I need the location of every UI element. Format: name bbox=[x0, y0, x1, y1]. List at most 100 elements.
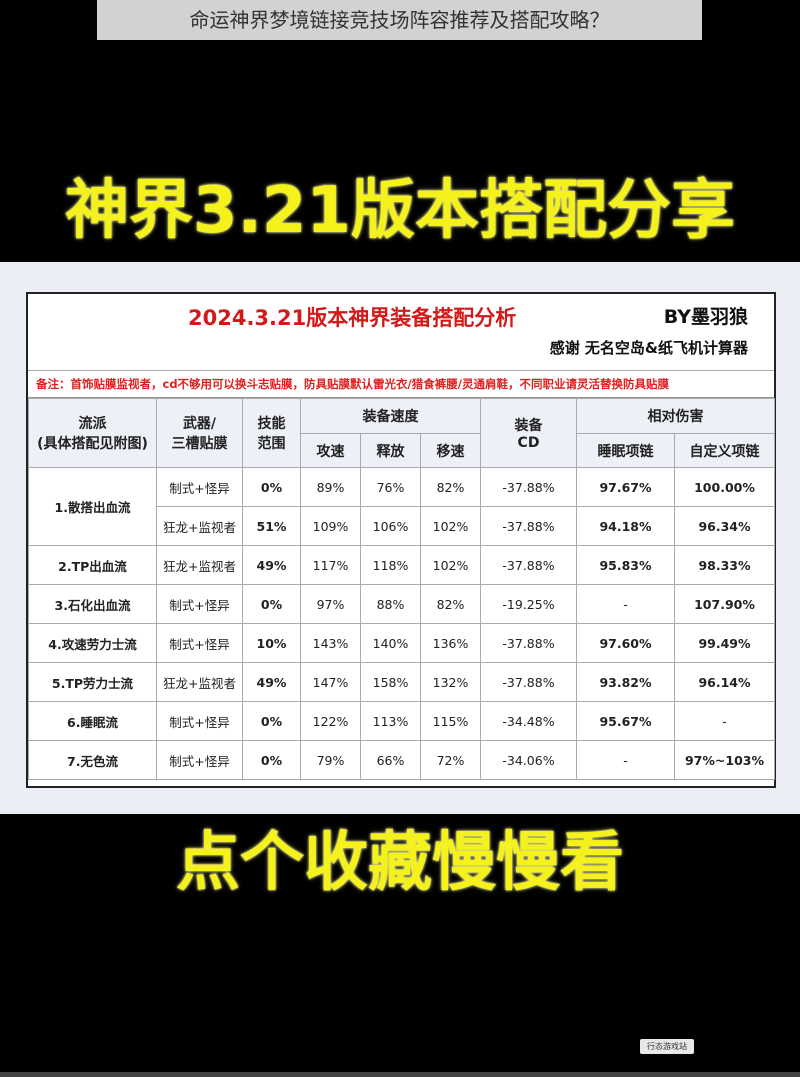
table-row: 5.TP劳力士流 狂龙+监视者 49% 147% 158% 132% -37.8… bbox=[28, 662, 775, 702]
cell-atk: 79% bbox=[300, 740, 361, 780]
cell-cast: 76% bbox=[360, 467, 421, 507]
cell-move: 136% bbox=[420, 623, 481, 663]
cell-custom: 100.00% bbox=[674, 467, 775, 507]
cell-cast: 140% bbox=[360, 623, 421, 663]
cell-atk: 122% bbox=[300, 701, 361, 741]
cell-move: 115% bbox=[420, 701, 481, 741]
cell-atk: 97% bbox=[300, 584, 361, 624]
cell-skill: 51% bbox=[242, 506, 301, 546]
cell-sleep: 94.18% bbox=[576, 506, 675, 546]
cell-weapon: 狂龙+监视者 bbox=[156, 506, 243, 546]
cell-skill: 0% bbox=[242, 467, 301, 507]
equipment-table: 流派 (具体搭配见附图) 武器/ 三槽贴膜 技能 范围 装备速度 装备 CD bbox=[28, 398, 775, 780]
header-damage-group: 相对伤害 bbox=[576, 398, 775, 434]
bottom-strip bbox=[0, 1072, 800, 1077]
cell-atk: 143% bbox=[300, 623, 361, 663]
image-caption: 命运神界梦境链接竞技场阵容推荐及搭配攻略？ bbox=[97, 0, 702, 40]
cell-custom: 97%~103% bbox=[674, 740, 775, 780]
cell-atk: 89% bbox=[300, 467, 361, 507]
cell-atk: 147% bbox=[300, 662, 361, 702]
headline-top: 神界3.21版本搭配分享 bbox=[65, 174, 735, 248]
cell-skill: 49% bbox=[242, 545, 301, 585]
cell-custom: 107.90% bbox=[674, 584, 775, 624]
header-skill: 技能 范围 bbox=[242, 398, 301, 468]
cell-genre: 4.攻速劳力士流 bbox=[28, 623, 157, 663]
sheet-note: 备注：首饰贴膜监视者，cd不够用可以换斗志贴膜，防具贴膜默认雷光衣/猎食裤腰/灵… bbox=[28, 371, 774, 398]
header-move-speed: 移速 bbox=[420, 433, 481, 468]
table-row: 狂龙+监视者 51% 109% 106% 102% -37.88% 94.18%… bbox=[29, 506, 775, 546]
table-row: 6.睡眠流 制式+怪异 0% 122% 113% 115% -34.48% 95… bbox=[28, 701, 775, 741]
cell-genre: 6.睡眠流 bbox=[28, 701, 157, 741]
headline-bottom: 点个收藏慢慢看 bbox=[176, 826, 624, 900]
cell-custom: - bbox=[674, 701, 775, 741]
table-row: 2.TP出血流 狂龙+监视者 49% 117% 118% 102% -37.88… bbox=[28, 545, 775, 585]
cell-cast: 88% bbox=[360, 584, 421, 624]
cell-cast: 158% bbox=[360, 662, 421, 702]
cell-move: 82% bbox=[420, 584, 481, 624]
table-row: 1.散搭出血流 制式+怪异 0% 89% 76% 82% -37.88% 97.… bbox=[28, 467, 775, 546]
header-cd: 装备 CD bbox=[480, 398, 577, 468]
cell-custom: 98.33% bbox=[674, 545, 775, 585]
cell-skill: 0% bbox=[242, 584, 301, 624]
cell-cd: -37.88% bbox=[480, 662, 577, 702]
header-atk-speed: 攻速 bbox=[300, 433, 361, 468]
table-card: 2024.3.21版本神界装备搭配分析 BY墨羽狼 感谢 无名空岛&纸飞机计算器… bbox=[0, 262, 800, 814]
cell-weapon: 制式+怪异 bbox=[156, 623, 243, 663]
site-watermark: 行态游戏站 bbox=[640, 1039, 694, 1054]
cell-cast: 118% bbox=[360, 545, 421, 585]
cell-weapon: 狂龙+监视者 bbox=[156, 662, 243, 702]
table-row: 7.无色流 制式+怪异 0% 79% 66% 72% -34.06% - 97%… bbox=[28, 740, 775, 780]
cell-cast: 106% bbox=[360, 506, 421, 546]
cell-cd: -34.48% bbox=[480, 701, 577, 741]
cell-sleep: 97.67% bbox=[576, 467, 675, 507]
cell-genre: 2.TP出血流 bbox=[28, 545, 157, 585]
cell-sleep: 93.82% bbox=[576, 662, 675, 702]
cell-cd: -37.88% bbox=[480, 506, 577, 546]
cell-skill: 0% bbox=[242, 701, 301, 741]
cell-move: 132% bbox=[420, 662, 481, 702]
cell-weapon: 制式+怪异 bbox=[156, 701, 243, 741]
sheet-author: BY墨羽狼 bbox=[663, 306, 748, 328]
cell-sleep: 95.83% bbox=[576, 545, 675, 585]
cell-cast: 66% bbox=[360, 740, 421, 780]
header-custom-neck: 自定义项链 bbox=[674, 433, 775, 468]
cell-skill: 10% bbox=[242, 623, 301, 663]
cell-sleep: 97.60% bbox=[576, 623, 675, 663]
sheet-title: 2024.3.21版本神界装备搭配分析 bbox=[188, 306, 517, 330]
header-speed-group: 装备速度 bbox=[300, 398, 481, 434]
cell-move: 82% bbox=[420, 467, 481, 507]
cell-skill: 49% bbox=[242, 662, 301, 702]
header-weapon: 武器/ 三槽贴膜 bbox=[156, 398, 243, 468]
cell-sleep: - bbox=[576, 584, 675, 624]
cell-sleep: 95.67% bbox=[576, 701, 675, 741]
cell-move: 102% bbox=[420, 506, 481, 546]
cell-cast: 113% bbox=[360, 701, 421, 741]
table-row: 4.攻速劳力士流 制式+怪异 10% 143% 140% 136% -37.88… bbox=[28, 623, 775, 663]
cell-skill: 0% bbox=[242, 740, 301, 780]
cell-atk: 117% bbox=[300, 545, 361, 585]
cell-cd: -19.25% bbox=[480, 584, 577, 624]
table-row: 3.石化出血流 制式+怪异 0% 97% 88% 82% -19.25% - 1… bbox=[28, 584, 775, 624]
cell-weapon: 制式+怪异 bbox=[156, 467, 243, 507]
cell-move: 102% bbox=[420, 545, 481, 585]
cell-genre: 5.TP劳力士流 bbox=[28, 662, 157, 702]
cell-cd: -37.88% bbox=[480, 545, 577, 585]
sheet-thanks: 感谢 无名空岛&纸飞机计算器 bbox=[549, 339, 748, 357]
cell-cd: -34.06% bbox=[480, 740, 577, 780]
header-genre: 流派 (具体搭配见附图) bbox=[28, 398, 157, 468]
header-sleep-neck: 睡眠项链 bbox=[576, 433, 675, 468]
cell-genre: 1.散搭出血流 bbox=[28, 467, 157, 546]
cell-move: 72% bbox=[420, 740, 481, 780]
cell-cd: -37.88% bbox=[480, 467, 577, 507]
cell-weapon: 制式+怪异 bbox=[156, 740, 243, 780]
cell-weapon: 制式+怪异 bbox=[156, 584, 243, 624]
cell-sleep: - bbox=[576, 740, 675, 780]
header-cast-speed: 释放 bbox=[360, 433, 421, 468]
sheet-header: 2024.3.21版本神界装备搭配分析 BY墨羽狼 感谢 无名空岛&纸飞机计算器 bbox=[28, 294, 774, 371]
cell-custom: 96.34% bbox=[674, 506, 775, 546]
cell-cd: -37.88% bbox=[480, 623, 577, 663]
cell-weapon: 狂龙+监视者 bbox=[156, 545, 243, 585]
equipment-sheet: 2024.3.21版本神界装备搭配分析 BY墨羽狼 感谢 无名空岛&纸飞机计算器… bbox=[26, 292, 776, 788]
cell-genre: 7.无色流 bbox=[28, 740, 157, 780]
cell-genre: 3.石化出血流 bbox=[28, 584, 157, 624]
